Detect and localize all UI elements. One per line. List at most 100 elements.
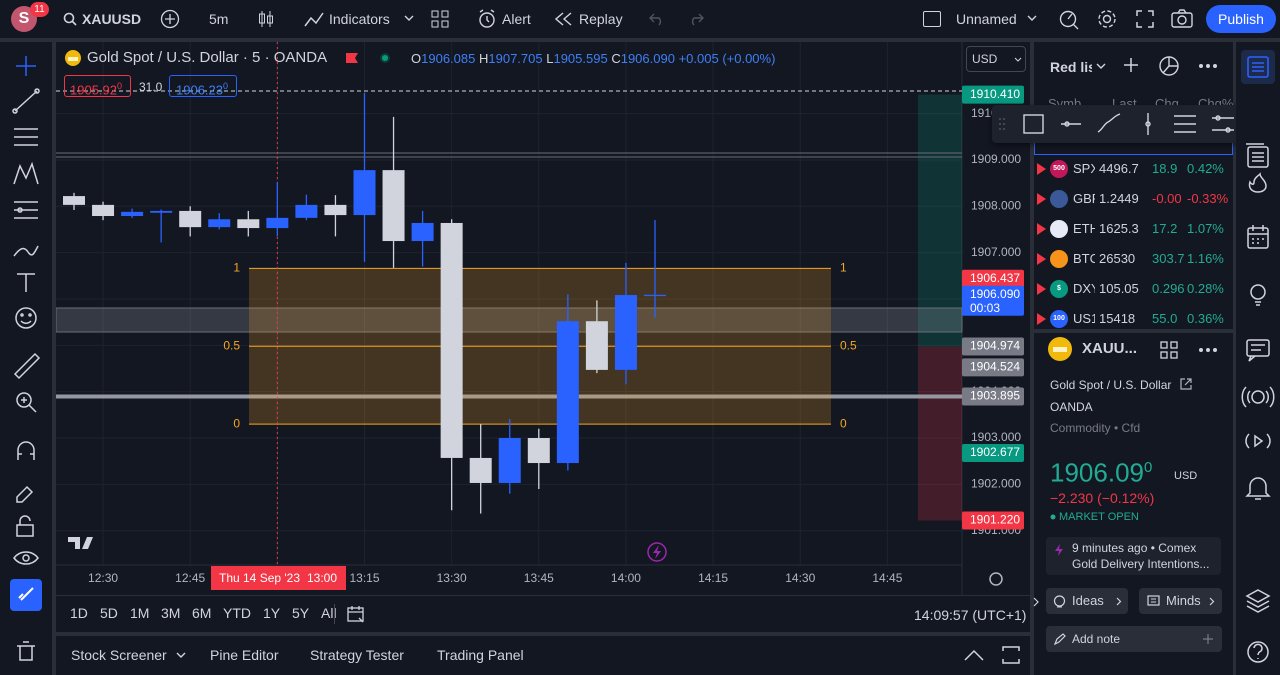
more-icon[interactable] [1198, 347, 1218, 353]
interval[interactable]: 5m [209, 11, 229, 27]
legend-title: Gold Spot / U.S. Dollar · 5 · OANDA [87, 49, 328, 66]
circle [999, 118, 1001, 120]
sell-box[interactable]: 1905.920 [64, 75, 131, 97]
ideas-label: Ideas [1072, 593, 1104, 608]
indicators[interactable]: Indicators [329, 11, 390, 27]
ideas-icon [1053, 595, 1066, 608]
rect [267, 15, 273, 24]
sell-sup: 0 [117, 81, 123, 91]
news-icon [1055, 544, 1063, 556]
row-flag [1037, 163, 1046, 175]
legend: Gold Spot / U.S. Dollar · 5 · OANDA O190… [56, 42, 956, 102]
path [1027, 15, 1037, 21]
candle-body [237, 219, 260, 229]
save-box[interactable] [923, 11, 941, 27]
ohlc-label: L [546, 51, 554, 66]
minds[interactable]: Minds [1139, 588, 1222, 614]
add-icon[interactable] [1123, 57, 1139, 73]
clock: 14:09:57 (UTC+1) [914, 607, 1027, 623]
watchlist-title[interactable]: Red list [1050, 59, 1092, 75]
last: 105.05 [1099, 281, 1139, 296]
range-button[interactable]: YTD [223, 605, 251, 621]
ideas[interactable]: Ideas [1046, 588, 1128, 614]
candles-icon[interactable] [257, 9, 275, 29]
replay-icon[interactable] [555, 12, 573, 26]
price-tag [962, 358, 1024, 377]
range-button[interactable]: 1Y [263, 605, 281, 621]
add-note[interactable]: Add note [1046, 626, 1222, 652]
candle-body [179, 210, 202, 228]
candle-body [63, 196, 85, 205]
y-tick-label: 1903.000 [971, 430, 1021, 444]
circle [1003, 123, 1005, 125]
path [1253, 643, 1263, 659]
path [1246, 143, 1264, 162]
rect [16, 524, 34, 537]
watchlist-row[interactable]: 500 SPX 4496.7 18.9 0.42% [1034, 154, 1233, 184]
collapse-icon[interactable] [964, 648, 984, 662]
change: -0.00 [1152, 191, 1182, 206]
calendar-icon[interactable] [346, 604, 366, 624]
path [13, 551, 39, 565]
circle [1225, 127, 1231, 133]
alert[interactable]: Alert [502, 11, 531, 27]
symbol-icon: 500 [1050, 160, 1068, 178]
settings-icon[interactable] [1096, 8, 1118, 30]
change-percent: -0.33% [1187, 191, 1229, 206]
layout-name[interactable]: Unnamed [956, 11, 1017, 27]
layouts-icon[interactable] [431, 10, 449, 28]
currency-select[interactable]: USD [966, 46, 1026, 72]
range-button[interactable]: 5Y [292, 605, 310, 621]
panel-tab[interactable]: Strategy Tester [310, 647, 404, 663]
panel-tab[interactable]: Stock Screener [71, 647, 167, 663]
candle-body [469, 457, 492, 483]
last: 15418 [1099, 311, 1136, 326]
buy-box[interactable]: 1906.230 [169, 75, 237, 97]
range-button[interactable]: All [321, 605, 337, 621]
circle [1050, 514, 1056, 520]
indicators-icon[interactable] [304, 10, 324, 28]
watchlist-row[interactable]: BTCUSD 26530 303.71.16% [1034, 244, 1233, 274]
currency: USD [972, 52, 998, 66]
range-button[interactable]: 5D [100, 605, 118, 621]
pie-icon[interactable] [1158, 55, 1180, 77]
change: 55.0 [1152, 311, 1178, 326]
gold-icon [65, 50, 81, 66]
full-name: Gold Spot / U.S. Dollar [1050, 378, 1172, 392]
publish[interactable]: Publish [1206, 5, 1276, 33]
watchlist-row[interactable]: 100 US100 15418 55.0 0.36% [1034, 304, 1233, 334]
watchlist-row[interactable]: GBPUSD 1.2449 -0.00 -0.33% [1034, 184, 1233, 214]
fullscreen-icon[interactable] [1136, 10, 1154, 28]
circle [999, 123, 1001, 125]
range-button[interactable]: 6M [192, 605, 212, 621]
range-button[interactable]: 3M [161, 605, 181, 621]
fib-label: 0.5 [223, 338, 240, 352]
range-button[interactable]: 1M [130, 605, 150, 621]
replay[interactable]: Replay [579, 11, 623, 27]
news[interactable]: 9 minutes ago • Comex Gold Delivery Inte… [1046, 537, 1221, 575]
candle-body [150, 210, 173, 213]
layouts-icon[interactable] [1160, 341, 1178, 359]
range-button[interactable]: 1D [70, 605, 88, 621]
more-icon[interactable] [1198, 63, 1218, 69]
snapshot-icon[interactable] [1171, 9, 1193, 29]
add-icon[interactable] [160, 9, 180, 29]
events-bolt [653, 545, 661, 559]
path [1002, 646, 1020, 664]
maximize-icon[interactable] [1002, 646, 1020, 664]
watchlist-row[interactable]: ETHUSD 1625.3 17.2 1.07% [1034, 214, 1233, 244]
panel-tab[interactable]: Pine Editor [210, 647, 279, 663]
g [1241, 143, 1275, 663]
panel-tab[interactable]: Trading Panel [437, 647, 524, 663]
circle [1213, 348, 1217, 352]
quick-search-icon[interactable] [1058, 8, 1080, 30]
alert-icon[interactable] [477, 9, 497, 29]
path [14, 128, 38, 146]
change: 17.2 [1152, 221, 1178, 236]
x-tick-label: 14:30 [785, 571, 815, 585]
path [1209, 597, 1215, 606]
rect [1160, 351, 1168, 359]
